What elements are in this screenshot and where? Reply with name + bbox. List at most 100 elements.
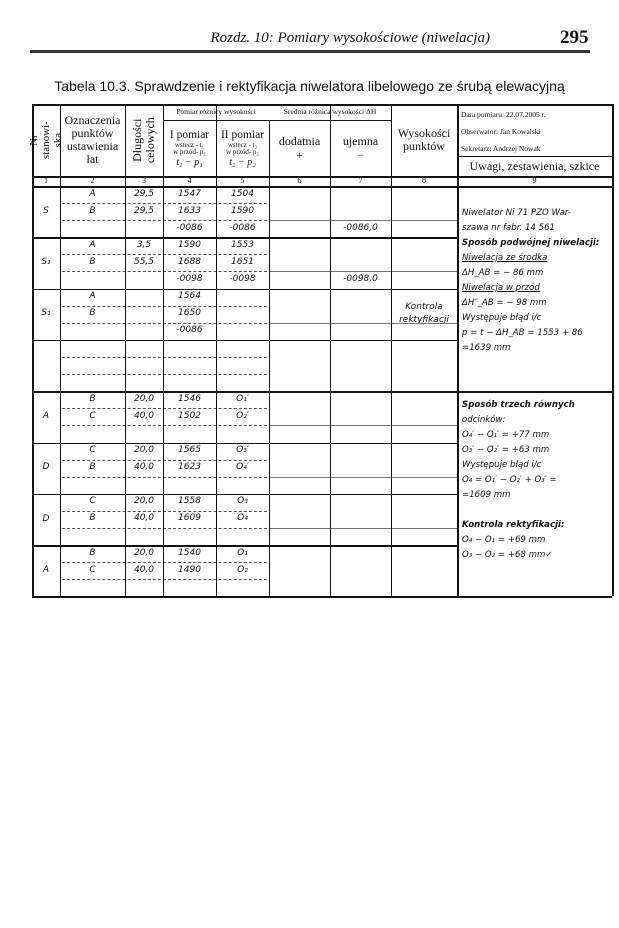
table-cell xyxy=(163,528,216,545)
table-cell xyxy=(125,323,163,340)
numbers-bottom xyxy=(32,186,612,188)
remark-line: Sposób trzech równych xyxy=(462,400,575,410)
table-cell xyxy=(216,357,269,374)
remarks-bottom: Sposób trzech równych odcinków: O₄′ − O₁′ … xyxy=(462,398,575,563)
table-cell: 1650 xyxy=(178,308,201,319)
row-divider xyxy=(62,510,267,512)
column-number: 1 xyxy=(44,176,48,186)
header-rule xyxy=(30,50,590,53)
table-cell xyxy=(269,289,330,306)
table-cell xyxy=(269,528,330,545)
table-cell: -0086 xyxy=(229,222,256,233)
table-cell: 20,0 xyxy=(133,393,155,404)
table-cell: B xyxy=(89,462,96,473)
table-cell xyxy=(163,425,216,442)
table-cell: 20,0 xyxy=(133,496,155,507)
table-cell: B xyxy=(89,513,96,524)
table-cell: B xyxy=(89,308,96,319)
table-cell xyxy=(269,340,330,357)
hdr: w przód- p₂ xyxy=(226,148,259,157)
row-divider xyxy=(62,254,267,256)
remark-line: Sposób podwójnej niwelacji: xyxy=(462,238,600,248)
table-cell xyxy=(269,203,330,220)
table-cell xyxy=(269,579,330,596)
remark-line: O₃′ − O₂′ = +63 mm xyxy=(462,445,550,455)
table-cell xyxy=(330,391,391,408)
remark-line: Występuje błąd i/c xyxy=(462,313,542,323)
table-cell xyxy=(269,545,330,562)
remark-line: O₄′ − O₁′ = +77 mm xyxy=(462,430,550,440)
table-cell xyxy=(60,579,125,596)
table-cell: -0098 xyxy=(176,273,203,284)
table-cell xyxy=(125,271,163,288)
table-cell xyxy=(330,443,391,460)
remark-line: O₄ = O₁′ − O₂′ + O₃′ = xyxy=(462,475,557,485)
table-cell: 20,0 xyxy=(133,547,155,558)
table-cell: 20,0 xyxy=(133,445,155,456)
header-bottom xyxy=(32,176,612,178)
table-cell: 40,0 xyxy=(133,462,155,473)
subheader-line xyxy=(163,120,391,121)
row-divider xyxy=(62,322,267,324)
header-positive: dodatnia + xyxy=(269,121,330,176)
table-cell: -0086 xyxy=(176,222,203,233)
remark-line: Występuje błąd i/c xyxy=(462,460,542,470)
column-line xyxy=(457,104,459,596)
table-cell: 1590 xyxy=(231,205,254,216)
table-cell xyxy=(330,562,391,579)
table-cell xyxy=(269,494,330,511)
table-cell: A xyxy=(89,239,96,250)
table-cell: -0086 xyxy=(176,325,203,336)
table-cell xyxy=(125,289,163,306)
group-divider xyxy=(32,442,457,444)
table-cell xyxy=(269,237,330,254)
table-cell xyxy=(330,254,391,271)
table-cell xyxy=(216,374,269,391)
table-cell xyxy=(60,357,125,374)
hdr: t₂ − p₂ xyxy=(229,157,256,168)
header-heights: Wysokości punktów xyxy=(397,125,451,153)
table-cell: 40,0 xyxy=(133,410,155,421)
group-divider xyxy=(32,237,457,239)
table-cell: -0098 xyxy=(229,273,256,284)
table-cell: 40,0 xyxy=(133,513,155,524)
table-cell: C xyxy=(89,410,96,421)
running-header: Rozdz. 10: Pomiary wysokościowe (niwelac… xyxy=(210,30,490,46)
remark-line: Niwelacja w przód xyxy=(462,283,540,293)
table-cell: A xyxy=(89,188,96,199)
table-cell xyxy=(269,511,330,528)
table-cell xyxy=(269,357,330,374)
station-label xyxy=(32,340,60,391)
remark-line: O₄ − O₁ = +69 mm xyxy=(462,535,546,545)
table-cell xyxy=(330,477,391,494)
table-caption: Tabela 10.3. Sprawdzenie i rektyfikacja … xyxy=(54,78,565,94)
remarks-top: Niwelator Ni 71 PZO War-szawa nr fabr. 1… xyxy=(462,206,599,356)
station-label: D xyxy=(42,513,50,524)
hdr: I pomiar xyxy=(169,128,210,141)
row-divider xyxy=(269,220,457,221)
table-cell xyxy=(125,340,163,357)
group-divider xyxy=(32,339,457,342)
table-cell xyxy=(125,579,163,596)
table-cell: O₃′ xyxy=(236,445,249,456)
table-cell xyxy=(216,579,269,596)
station-label: S₁ xyxy=(41,308,51,319)
table-cell xyxy=(125,220,163,237)
station-label: S xyxy=(43,205,49,216)
table-cell xyxy=(125,374,163,391)
table-cell xyxy=(163,477,216,494)
table-cell: B xyxy=(89,393,96,404)
remark-line: =1609 mm xyxy=(462,490,511,500)
table-cell xyxy=(269,460,330,477)
row-divider xyxy=(269,476,457,478)
measure-date: Data pomiaru: 22.07.2005 r. xyxy=(461,110,546,119)
table-cell xyxy=(163,374,216,391)
table-cell xyxy=(269,562,330,579)
hdr: + xyxy=(296,147,303,162)
observer: Obserwator: Jan Kowalski xyxy=(461,127,541,136)
table-cell: 1564 xyxy=(178,291,201,302)
table-cell xyxy=(216,306,269,323)
group-divider xyxy=(32,545,457,547)
row-divider xyxy=(62,527,267,529)
row-divider xyxy=(62,408,267,410)
